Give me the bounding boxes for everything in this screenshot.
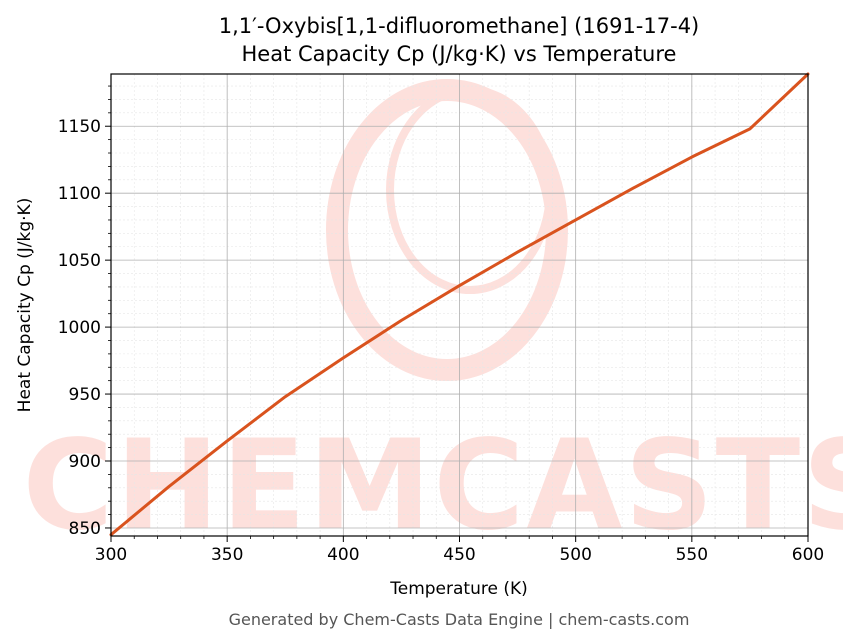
watermark: CHEMCASTS [22, 79, 843, 558]
watermark-text: CHEMCASTS [22, 414, 843, 558]
footer-credit: Generated by Chem-Casts Data Engine | ch… [229, 610, 690, 629]
x-tick-label: 400 [327, 545, 359, 565]
y-tick-label: 950 [69, 385, 101, 405]
y-axis-label: Heat Capacity Cp (J/kg·K) [15, 198, 35, 413]
series-layer [109, 72, 810, 537]
y-tick-label: 1100 [58, 184, 101, 204]
y-axis: 850 900 950 1000 1050 1100 1150 [58, 85, 111, 539]
y-tick-label: 850 [69, 519, 101, 539]
y-tick-label: 1150 [58, 117, 101, 137]
watermark-swirl [326, 79, 568, 381]
x-axis-label: Temperature (K) [389, 579, 528, 599]
x-tick-label: 550 [676, 545, 708, 565]
x-axis: 300 350 400 450 500 550 600 [95, 536, 824, 565]
x-tick-label: 500 [559, 545, 591, 565]
chart-title-line2: Heat Capacity Cp (J/kg·K) vs Temperature [242, 42, 677, 66]
y-tick-label: 1000 [58, 318, 101, 338]
y-tick-label: 1050 [58, 251, 101, 271]
chart-title-line1: 1,1′-Oxybis[1,1-difluoromethane] (1691-1… [219, 14, 700, 38]
x-tick-label: 450 [443, 545, 475, 565]
series-line-0 [109, 72, 810, 537]
x-tick-label: 300 [95, 545, 127, 565]
x-tick-label: 350 [211, 545, 243, 565]
y-tick-label: 900 [69, 452, 101, 472]
x-tick-label: 600 [792, 545, 824, 565]
